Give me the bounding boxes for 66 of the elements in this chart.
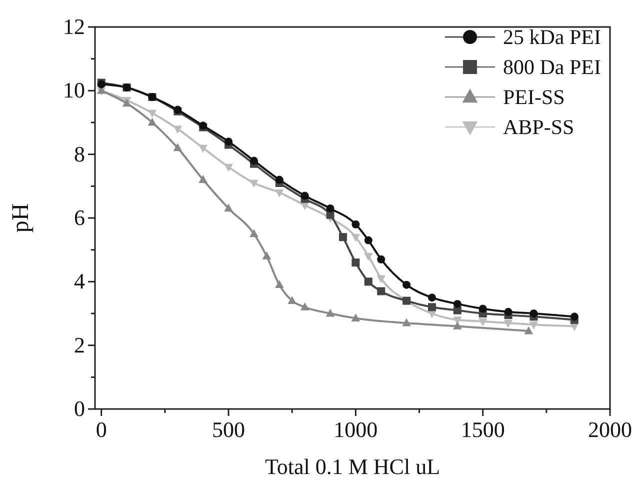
point — [326, 210, 334, 219]
point — [377, 287, 386, 296]
point — [453, 300, 462, 308]
point — [352, 258, 360, 267]
point — [198, 175, 208, 183]
point — [364, 253, 373, 261]
point — [453, 306, 462, 314]
point — [530, 310, 538, 318]
point — [262, 251, 272, 260]
legend-label: ABP-SS — [503, 115, 574, 139]
point — [352, 220, 360, 228]
legend-label: 800 Da PEI — [503, 55, 601, 79]
point — [300, 302, 310, 310]
point — [148, 110, 157, 118]
point — [148, 118, 157, 126]
point — [478, 318, 488, 326]
point — [250, 229, 258, 238]
y-tick-label: 4 — [74, 268, 85, 294]
point — [524, 326, 534, 334]
point — [198, 144, 208, 153]
point — [529, 321, 538, 330]
point — [338, 233, 347, 242]
point — [250, 180, 258, 188]
point — [288, 296, 296, 304]
point — [428, 303, 436, 312]
point — [351, 313, 360, 322]
x-tick-label: 0 — [96, 417, 107, 442]
y-axis-title: pH — [8, 203, 34, 233]
point — [364, 236, 372, 244]
x-axis-title: Total 0.1 M HCl uL — [264, 454, 440, 479]
point — [250, 156, 258, 165]
x-tick-label: 1500 — [460, 417, 505, 442]
point — [453, 321, 462, 330]
point — [173, 143, 182, 152]
point — [478, 304, 487, 313]
point — [351, 234, 360, 242]
point — [504, 308, 512, 316]
point — [274, 280, 284, 288]
point — [428, 294, 436, 302]
point — [275, 176, 284, 184]
point — [402, 318, 411, 326]
point — [224, 138, 233, 146]
y-tick-label: 6 — [74, 205, 85, 230]
point — [570, 312, 578, 321]
point — [504, 320, 513, 328]
x-tick-label: 500 — [212, 417, 246, 442]
point — [224, 164, 233, 172]
point — [326, 204, 334, 212]
point — [300, 192, 309, 200]
legend-label: PEI-SS — [503, 85, 565, 109]
point — [376, 275, 386, 284]
point — [402, 280, 411, 289]
y-tick-label: 8 — [74, 141, 85, 166]
point — [173, 126, 182, 134]
y-tick-label: 0 — [74, 396, 85, 421]
legend-label: 25 kDa PEI — [503, 25, 601, 49]
y-tick-label: 2 — [74, 332, 85, 358]
y-tick-label: 12 — [63, 14, 85, 39]
x-tick-label: 2000 — [588, 417, 632, 442]
point — [274, 189, 284, 198]
point — [224, 204, 233, 212]
x-tick-label: 1000 — [334, 417, 378, 442]
point — [377, 255, 386, 264]
point — [364, 278, 372, 286]
point — [326, 308, 335, 317]
y-tick-label: 10 — [63, 78, 85, 103]
